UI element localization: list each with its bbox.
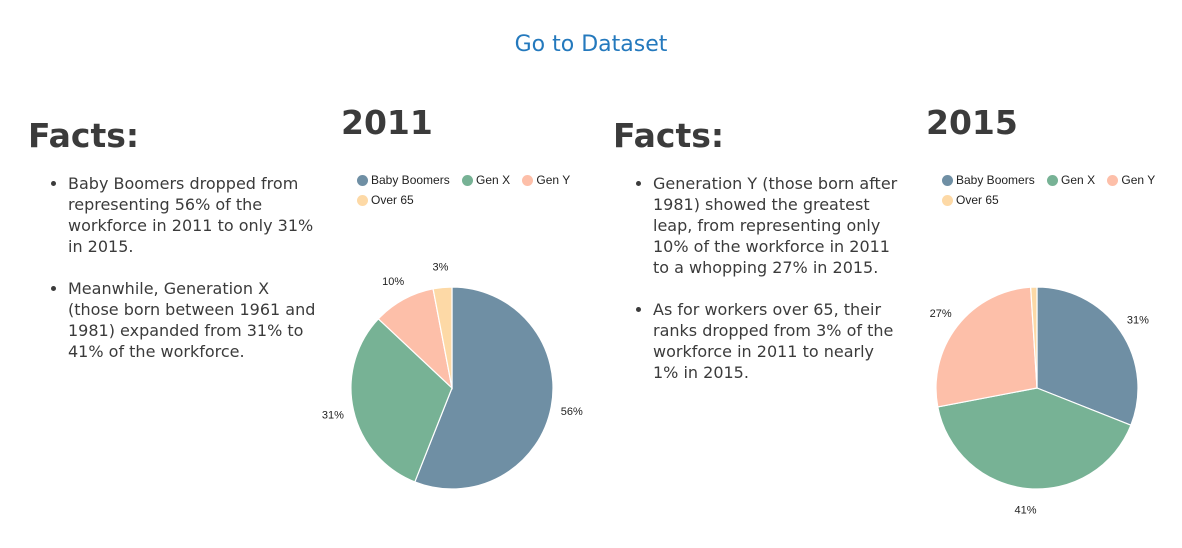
legend-item-gen-x[interactable]: Gen X <box>1047 170 1095 190</box>
pie-label-over-65: 3% <box>433 262 449 274</box>
facts-title-right: Facts: <box>613 116 725 155</box>
pie-slice-gen-x[interactable] <box>937 387 1132 490</box>
legend-label: Over 65 <box>956 193 999 207</box>
legend-2015: Baby Boomers Gen X Gen Y Over 65 <box>942 170 1182 210</box>
legend-item-over-65[interactable]: Over 65 <box>942 190 999 210</box>
legend-dot <box>942 194 953 206</box>
pie-slice-gen-y[interactable] <box>935 286 1038 408</box>
legend-label: Gen X <box>476 173 511 187</box>
pie-label-gen-x: 41% <box>1014 505 1036 517</box>
fact-item: Meanwhile, Generation X (those born betw… <box>68 278 316 362</box>
legend-item-baby-boomers[interactable]: Baby Boomers <box>357 170 450 190</box>
facts-list-left: Baby Boomers dropped from representing 5… <box>46 173 316 383</box>
pie-slice-over-65[interactable] <box>1030 286 1038 389</box>
legend-item-gen-x[interactable]: Gen X <box>462 170 510 190</box>
pie-slice-baby-boomers[interactable] <box>414 286 554 490</box>
go-to-dataset-link[interactable]: Go to Dataset <box>514 32 668 57</box>
pie-slice-baby-boomers[interactable] <box>1036 286 1139 426</box>
chart-title-2015: 2015 <box>926 103 1018 142</box>
legend-item-over-65[interactable]: Over 65 <box>357 190 414 210</box>
legend-dot <box>462 174 474 186</box>
legend-dot <box>1047 174 1059 186</box>
pie-label-gen-x: 31% <box>322 410 344 422</box>
chart-title-2011: 2011 <box>341 103 433 142</box>
facts-list-right: Generation Y (those born after 1981) sho… <box>631 173 901 404</box>
pie-label-gen-y: 10% <box>382 276 404 288</box>
legend-dot <box>942 174 953 186</box>
legend-label: Gen X <box>1061 173 1096 187</box>
pie-label-baby-boomers: 31% <box>1127 314 1149 326</box>
legend-label: Baby Boomers <box>956 173 1035 187</box>
pie-label-baby-boomers: 56% <box>561 406 583 418</box>
legend-item-baby-boomers[interactable]: Baby Boomers <box>942 170 1035 190</box>
legend-label: Gen Y <box>536 173 571 187</box>
legend-dot <box>357 174 368 186</box>
legend-dot <box>522 174 534 186</box>
legend-label: Over 65 <box>371 193 414 207</box>
pie-slice-over-65[interactable] <box>432 286 453 389</box>
pie-chart-2011: 56% 31% 10% 3% <box>322 262 583 490</box>
legend-2011: Baby Boomers Gen X Gen Y Over 65 <box>357 170 597 210</box>
legend-dot <box>357 194 368 206</box>
fact-item: Baby Boomers dropped from representing 5… <box>68 173 316 257</box>
legend-label: Baby Boomers <box>371 173 450 187</box>
facts-title-left: Facts: <box>28 116 140 155</box>
pie-chart-2015: 31% 41% 27% <box>930 286 1149 517</box>
legend-label: Gen Y <box>1121 173 1156 187</box>
legend-item-gen-y[interactable]: Gen Y <box>1107 170 1155 190</box>
fact-item: As for workers over 65, their ranks drop… <box>653 299 901 383</box>
pie-label-gen-y: 27% <box>930 308 952 320</box>
pie-slice-gen-x[interactable] <box>350 318 453 483</box>
fact-item: Generation Y (those born after 1981) sho… <box>653 173 901 278</box>
legend-dot <box>1107 174 1119 186</box>
legend-item-gen-y[interactable]: Gen Y <box>522 170 570 190</box>
